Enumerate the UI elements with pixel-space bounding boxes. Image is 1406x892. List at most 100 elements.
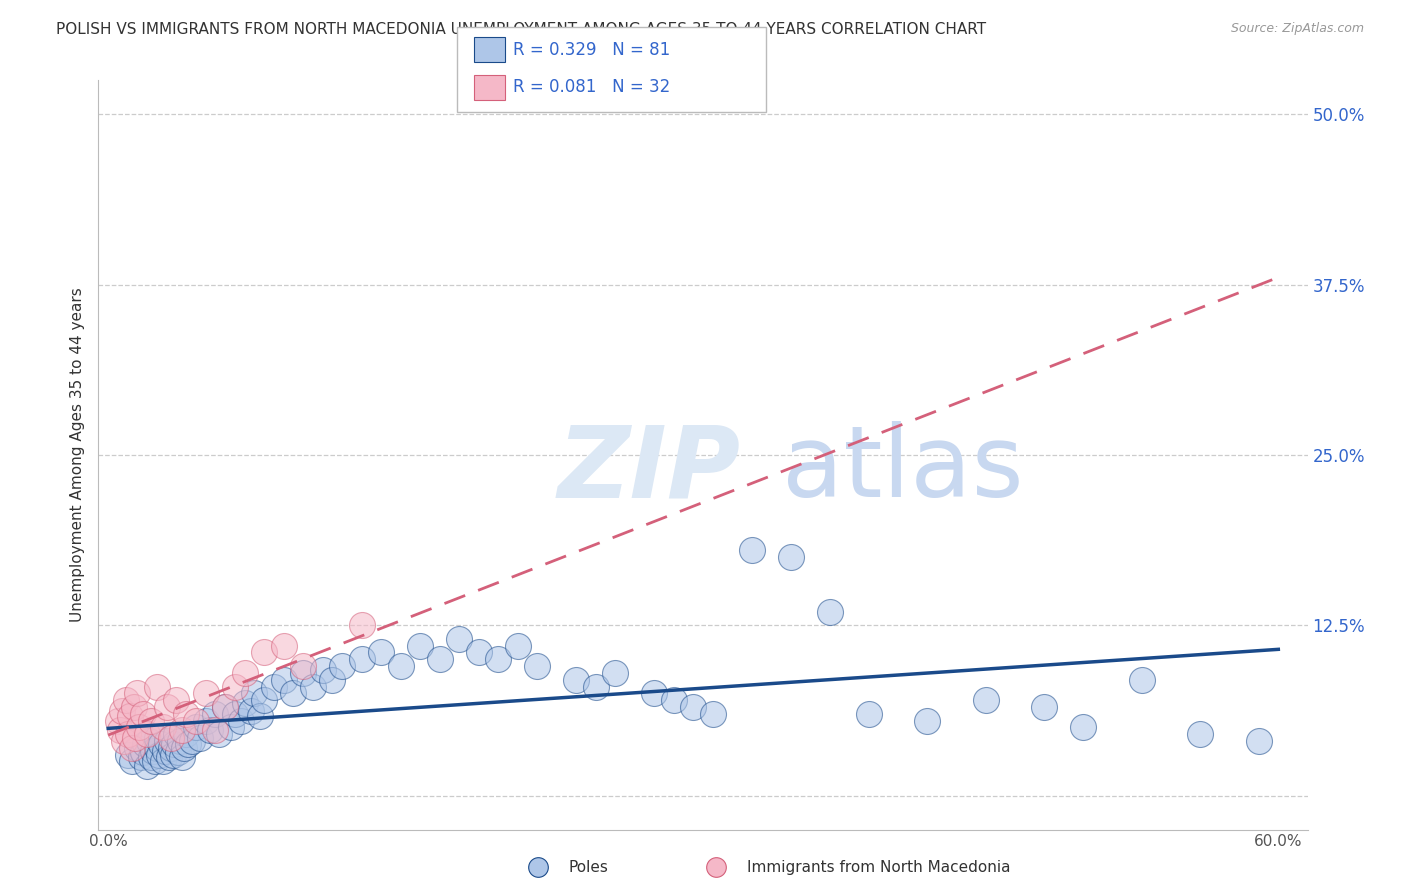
- Point: [585, 680, 607, 694]
- Point: [114, 693, 136, 707]
- Point: [136, 758, 159, 772]
- Point: [194, 686, 217, 700]
- Point: [131, 750, 153, 764]
- Point: [526, 659, 548, 673]
- Point: [184, 720, 207, 734]
- Point: [152, 720, 174, 734]
- Point: [127, 686, 149, 700]
- Point: [292, 659, 315, 673]
- Point: [117, 727, 139, 741]
- Point: [132, 745, 155, 759]
- Point: [172, 723, 194, 738]
- Point: [302, 680, 325, 694]
- Point: [449, 632, 471, 646]
- Point: [146, 731, 169, 746]
- Point: [224, 706, 246, 721]
- Point: [229, 714, 252, 728]
- Point: [188, 731, 211, 746]
- Point: [204, 706, 226, 721]
- Point: [208, 727, 231, 741]
- Point: [134, 737, 156, 751]
- Point: [741, 543, 763, 558]
- Point: [273, 673, 295, 687]
- Point: [165, 693, 187, 707]
- Point: [107, 714, 129, 728]
- Point: [146, 740, 169, 755]
- Text: POLISH VS IMMIGRANTS FROM NORTH MACEDONIA UNEMPLOYMENT AMONG AGES 35 TO 44 YEARS: POLISH VS IMMIGRANTS FROM NORTH MACEDONI…: [56, 22, 987, 37]
- Y-axis label: Unemployment Among Ages 35 to 44 years: Unemployment Among Ages 35 to 44 years: [69, 287, 84, 623]
- Point: [467, 645, 489, 659]
- Point: [127, 740, 149, 755]
- Point: [233, 696, 256, 710]
- Point: [917, 714, 939, 728]
- Point: [159, 740, 181, 755]
- Point: [152, 755, 174, 769]
- Point: [108, 723, 131, 738]
- Point: [172, 750, 194, 764]
- Point: [643, 686, 665, 700]
- Point: [974, 693, 997, 707]
- Point: [156, 700, 179, 714]
- Point: [173, 740, 195, 755]
- Point: [224, 680, 246, 694]
- Point: [321, 673, 343, 687]
- Point: [142, 743, 165, 757]
- Point: [243, 686, 266, 700]
- Point: [779, 550, 801, 565]
- Point: [169, 734, 191, 748]
- Point: [165, 727, 187, 741]
- Point: [389, 659, 412, 673]
- Point: [118, 709, 141, 723]
- Point: [1130, 673, 1153, 687]
- Text: atlas: atlas: [782, 421, 1024, 518]
- Point: [233, 665, 256, 680]
- Point: [330, 659, 353, 673]
- Point: [159, 731, 181, 746]
- Point: [682, 700, 704, 714]
- Text: Immigrants from North Macedonia: Immigrants from North Macedonia: [747, 860, 1010, 875]
- Point: [214, 700, 236, 714]
- Point: [149, 737, 172, 751]
- Point: [253, 693, 276, 707]
- Point: [409, 639, 432, 653]
- Point: [370, 645, 392, 659]
- Point: [167, 745, 190, 759]
- Point: [350, 652, 373, 666]
- Point: [214, 700, 236, 714]
- Point: [121, 740, 143, 755]
- Point: [253, 645, 276, 659]
- Point: [662, 693, 685, 707]
- Point: [273, 639, 295, 653]
- Point: [139, 750, 162, 764]
- Point: [565, 673, 588, 687]
- Point: [112, 734, 135, 748]
- Point: [312, 663, 335, 677]
- Point: [292, 665, 315, 680]
- Point: [263, 680, 285, 694]
- Point: [194, 714, 217, 728]
- Point: [818, 605, 841, 619]
- Point: [249, 709, 271, 723]
- Point: [121, 755, 143, 769]
- Point: [1033, 700, 1056, 714]
- Point: [174, 727, 197, 741]
- Point: [486, 652, 509, 666]
- Point: [174, 706, 197, 721]
- Point: [153, 743, 176, 757]
- Point: [184, 714, 207, 728]
- Point: [283, 686, 305, 700]
- Point: [124, 731, 146, 746]
- Text: ZIP: ZIP: [558, 421, 741, 518]
- Point: [506, 639, 529, 653]
- Point: [527, 860, 550, 874]
- Point: [350, 618, 373, 632]
- Point: [605, 665, 627, 680]
- Point: [702, 706, 724, 721]
- Point: [136, 727, 159, 741]
- Point: [139, 714, 162, 728]
- Point: [1247, 734, 1270, 748]
- Point: [128, 720, 150, 734]
- Point: [156, 734, 179, 748]
- Point: [122, 700, 145, 714]
- Point: [704, 860, 727, 874]
